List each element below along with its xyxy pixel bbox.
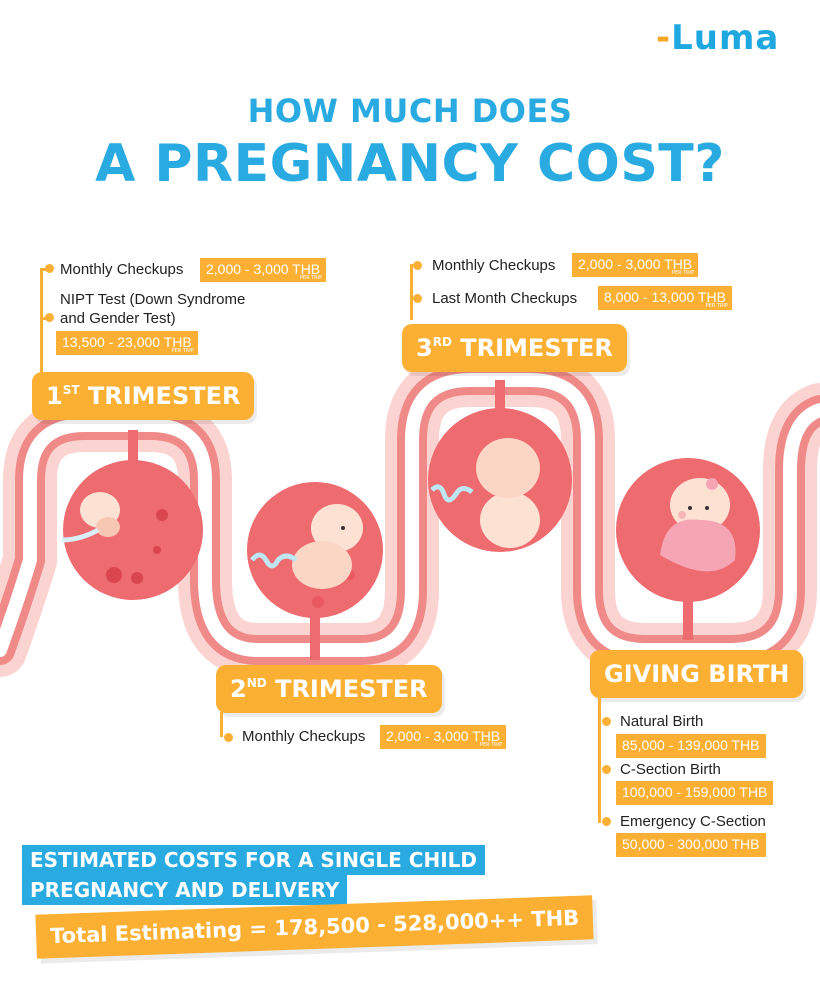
birth-item-3-label: Emergency C-Section bbox=[620, 813, 766, 830]
bullet-dot bbox=[224, 733, 233, 742]
connector-line bbox=[598, 698, 601, 823]
giving-birth-badge: GIVING BIRTH bbox=[590, 650, 804, 698]
birth-item-1-label: Natural Birth bbox=[620, 713, 704, 730]
third-trimester-badge: 3RD TRIMESTER bbox=[402, 324, 627, 372]
birth-item-2-label: C-Section Birth bbox=[620, 761, 721, 778]
summary-line2: PREGNANCY AND DELIVERY bbox=[22, 875, 348, 905]
connector-line bbox=[220, 712, 223, 737]
luma-logo: -Luma bbox=[656, 18, 780, 58]
bullet-dot bbox=[45, 264, 54, 273]
bullet-dot bbox=[602, 717, 611, 726]
bullet-dot bbox=[413, 261, 422, 270]
bullet-dot bbox=[602, 765, 611, 774]
first-item-1-price: 2,000 - 3,000 THB PER TRIP bbox=[200, 258, 327, 282]
third-item-2-price: 8,000 - 13,000 THB PER TRIP bbox=[598, 286, 732, 310]
page-title-line1: HOW MUCH DOES bbox=[247, 92, 573, 130]
second-trimester-badge: 2ND TRIMESTER bbox=[216, 665, 442, 713]
page-title-line2: A PREGNANCY COST? bbox=[95, 134, 725, 194]
connector-line bbox=[410, 264, 413, 320]
birth-item-3-price: 50,000 - 300,000 THB bbox=[616, 833, 766, 857]
third-item-1-price: 2,000 - 3,000 THB PER TRIP bbox=[572, 253, 699, 277]
birth-item-2-price: 100,000 - 159,000 THB bbox=[616, 781, 774, 805]
first-item-2-price: 13,500 - 23,000 THB PER TRIP bbox=[56, 331, 198, 355]
first-trimester-badge: 1ST TRIMESTER bbox=[32, 372, 255, 420]
first-item-2-label-line2: and Gender Test) bbox=[60, 310, 176, 327]
third-item-1-label: Monthly Checkups bbox=[432, 257, 556, 274]
second-item-1-price: 2,000 - 3,000 THB PER TRIP bbox=[380, 725, 507, 749]
third-item-2-label: Last Month Checkups bbox=[432, 290, 578, 307]
first-item-2-label-line1: NIPT Test (Down Syndrome bbox=[60, 291, 246, 308]
summary-line1: ESTIMATED COSTS FOR A SINGLE CHILD bbox=[22, 845, 485, 875]
birth-item-1-price: 85,000 - 139,000 THB bbox=[616, 734, 766, 758]
second-item-1-label: Monthly Checkups bbox=[242, 728, 366, 745]
bullet-dot bbox=[413, 294, 422, 303]
first-item-1-label: Monthly Checkups bbox=[60, 261, 184, 278]
bullet-dot bbox=[602, 817, 611, 826]
connector-line bbox=[40, 268, 43, 376]
bullet-dot bbox=[45, 313, 54, 322]
